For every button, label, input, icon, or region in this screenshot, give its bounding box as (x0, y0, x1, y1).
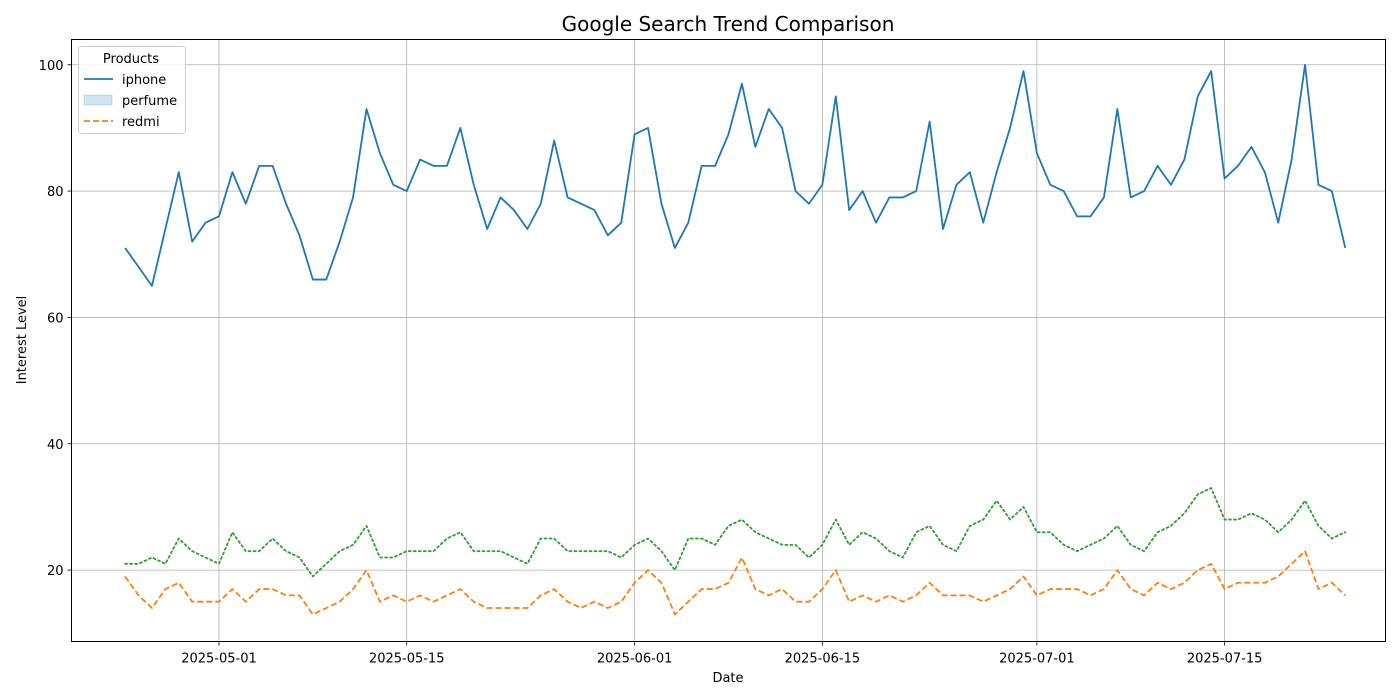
series-line-redmi (124, 550, 1346, 616)
series-layer (124, 63, 1347, 616)
x-axis-ticks: 2025-05-01 2025-05-15 2025-06-01 2025-06-15… (181, 641, 1263, 667)
y-axis-label: Interest Level (15, 296, 30, 385)
y-tick-label: 20 (47, 564, 64, 579)
legend-box (78, 46, 186, 134)
legend-label-perfume: perfume (122, 94, 177, 109)
x-tick-label: 2025-05-01 (181, 652, 257, 667)
legend-patch-perfume (83, 94, 113, 106)
x-tick-label: 2025-07-15 (1187, 652, 1263, 667)
y-tick-label: 60 (47, 311, 64, 326)
chart-title: Google Search Trend Comparison (562, 12, 895, 36)
x-tick-label: 2025-06-01 (597, 652, 673, 667)
legend: Products iphone perfume redmi (78, 46, 186, 134)
grid-lines (71, 39, 1386, 642)
legend-label-iphone: iphone (122, 73, 166, 88)
y-tick-label: 80 (47, 185, 64, 200)
legend-label-redmi: redmi (122, 115, 160, 130)
plot-frame (71, 39, 1386, 642)
series-line-series-1 (124, 487, 1347, 578)
x-tick-label: 2025-06-15 (785, 652, 861, 667)
y-tick-label: 40 (47, 438, 64, 453)
x-axis-label: Date (712, 671, 743, 686)
series-line-iphone (124, 63, 1347, 287)
y-tick-label: 100 (39, 59, 64, 74)
x-tick-label: 2025-07-01 (999, 652, 1075, 667)
legend-title: Products (103, 52, 159, 67)
x-tick-label: 2025-05-15 (369, 652, 445, 667)
y-axis-ticks: 20 40 60 80 100 (39, 59, 72, 579)
